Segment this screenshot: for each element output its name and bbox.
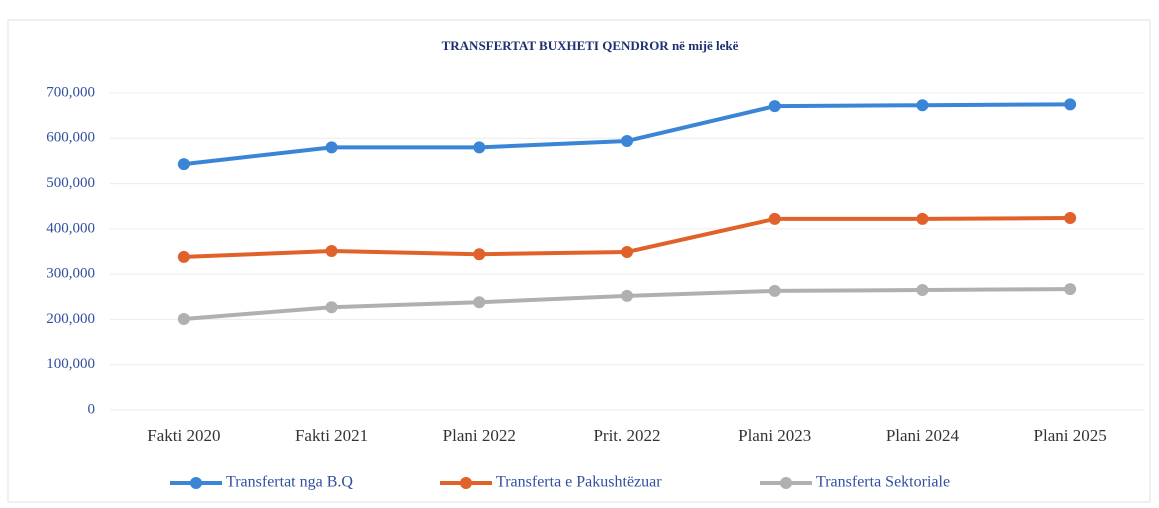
legend-marker (460, 477, 472, 489)
point (473, 248, 486, 261)
point (768, 100, 781, 113)
point (916, 99, 929, 112)
point (1064, 211, 1077, 224)
x-tick-label: Plani 2022 (443, 426, 516, 445)
y-tick-label: 700,000 (46, 84, 95, 100)
point (325, 301, 338, 314)
point (916, 212, 929, 225)
series-line (183, 102, 1071, 167)
legend-label: Transferta Sektoriale (816, 474, 950, 491)
point (621, 245, 633, 258)
legend-label: Transfertat nga B.Q (226, 474, 353, 491)
chart-frame (7, 19, 1151, 503)
y-tick-label: 100,000 (46, 356, 95, 372)
point (768, 212, 781, 225)
point (1064, 98, 1077, 111)
y-tick-label: 0 (88, 401, 96, 417)
x-tick-label: Plani 2024 (886, 426, 960, 445)
point (177, 158, 190, 171)
point (177, 250, 190, 263)
x-tick-label: Plani 2023 (738, 426, 811, 445)
legend-label: Transferta e Pakushtëzuar (496, 474, 662, 491)
point (325, 141, 338, 154)
point (621, 135, 633, 148)
point (768, 284, 781, 297)
point (1064, 283, 1077, 296)
x-tick-label: Plani 2025 (1034, 426, 1107, 445)
legend-marker (780, 477, 792, 489)
x-tick-label: Fakti 2020 (147, 426, 220, 445)
point (621, 289, 633, 302)
point (473, 141, 486, 154)
y-tick-label: 600,000 (46, 130, 95, 146)
point (473, 296, 486, 309)
chart-title: TRANSFERTAT BUXHETI QENDROR në mijë lekë (442, 38, 739, 53)
y-tick-label: 200,000 (46, 311, 95, 327)
x-tick-label: Fakti 2021 (295, 426, 368, 445)
x-tick-label: Prit. 2022 (593, 426, 660, 445)
point (177, 312, 190, 325)
y-tick-label: 300,000 (46, 266, 95, 282)
point (325, 245, 338, 258)
y-tick-label: 400,000 (46, 220, 95, 236)
legend-marker (190, 477, 202, 489)
y-tick-label: 500,000 (46, 175, 95, 191)
point (916, 283, 929, 296)
